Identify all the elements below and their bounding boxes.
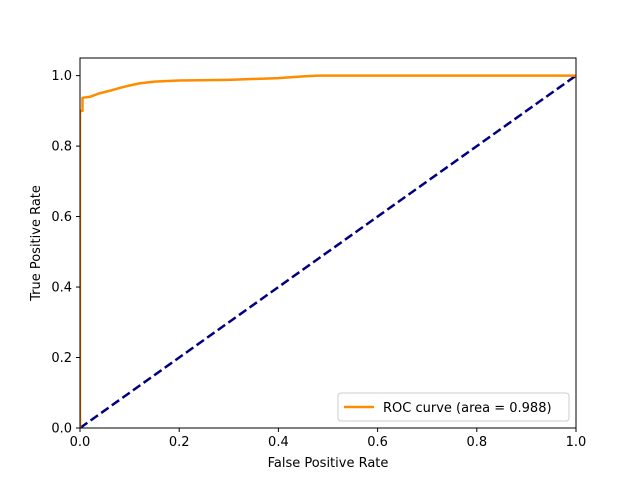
y-tick-label: 0.8 <box>51 140 72 155</box>
x-tick-label: 0.4 <box>268 435 289 450</box>
y-tick-label: 1.0 <box>51 69 72 84</box>
x-tick-label: 0.2 <box>169 435 190 450</box>
chance-diagonal-line <box>80 74 576 428</box>
roc-curve-line <box>80 74 576 428</box>
x-axis-label: False Positive Rate <box>268 456 389 471</box>
y-tick-label: 0.4 <box>51 281 72 296</box>
y-axis-label: True Positive Rate <box>29 185 44 302</box>
legend-label-roc: ROC curve (area = 0.988) <box>383 401 552 416</box>
x-tick-label: 0.6 <box>367 435 388 450</box>
y-tick-label: 0.0 <box>51 422 72 437</box>
x-tick-label: 1.0 <box>566 435 587 450</box>
x-tick-label: 0.8 <box>466 435 487 450</box>
x-tick-label: 0.0 <box>70 435 91 450</box>
plot-frame <box>79 57 577 429</box>
legend: ROC curve (area = 0.988) <box>337 392 570 422</box>
y-tick-label: 0.2 <box>51 351 72 366</box>
legend-box <box>337 392 570 422</box>
x-axis-ticks: 0.0 0.2 0.4 0.6 0.8 1.0 <box>70 428 587 450</box>
series-layer <box>80 74 576 428</box>
y-axis-ticks: 0.0 0.2 0.4 0.6 0.8 1.0 <box>51 69 80 437</box>
y-tick-label: 0.6 <box>51 210 72 225</box>
